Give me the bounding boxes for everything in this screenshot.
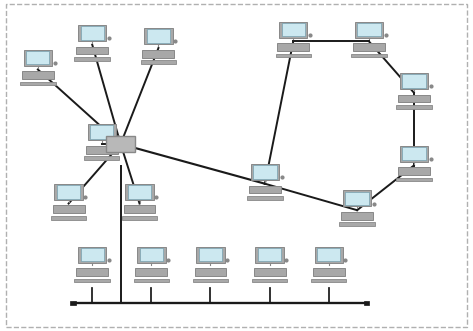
Bar [80, 26, 104, 40]
Bar [402, 147, 426, 161]
Bar [400, 73, 428, 89]
Bar [398, 167, 430, 175]
Bar [54, 184, 83, 200]
Bar [313, 268, 345, 276]
Bar [84, 156, 119, 160]
Bar [357, 23, 381, 36]
Bar [396, 105, 431, 109]
Bar [193, 279, 228, 282]
Bar [345, 192, 369, 205]
Bar [249, 186, 281, 193]
Bar [134, 279, 169, 282]
Bar [122, 216, 157, 219]
Bar [253, 165, 277, 179]
Bar [317, 248, 341, 261]
Bar [137, 247, 166, 263]
Bar [343, 190, 371, 207]
Bar [364, 301, 369, 305]
Bar [281, 23, 305, 36]
Bar [254, 268, 286, 276]
Bar [147, 29, 170, 43]
Bar [144, 28, 173, 44]
Bar [106, 136, 135, 152]
Bar [279, 22, 307, 38]
Bar [275, 54, 311, 57]
Bar [396, 178, 431, 181]
Bar [402, 74, 426, 88]
Bar [70, 301, 76, 305]
Bar [123, 206, 156, 213]
Bar [135, 268, 167, 276]
Bar [26, 51, 50, 65]
Bar [315, 247, 343, 263]
Bar [51, 216, 86, 219]
Bar [252, 279, 287, 282]
Bar [20, 82, 55, 85]
Bar [86, 146, 118, 154]
Bar [76, 268, 108, 276]
Bar [90, 125, 114, 139]
Bar [22, 71, 54, 79]
Bar [247, 196, 283, 200]
Bar [78, 247, 106, 263]
Bar [142, 50, 175, 58]
Bar [311, 279, 346, 282]
Bar [75, 57, 110, 61]
Bar [24, 50, 52, 66]
Bar [128, 185, 151, 199]
Bar [80, 248, 104, 261]
Bar [75, 279, 110, 282]
Bar [194, 268, 227, 276]
Bar [400, 146, 428, 162]
Bar [57, 185, 80, 199]
Bar [141, 60, 176, 64]
Bar [76, 47, 108, 54]
Bar [255, 247, 284, 263]
Bar [341, 212, 373, 220]
Bar [340, 222, 375, 226]
Bar [353, 43, 385, 51]
Bar [125, 184, 154, 200]
Bar [88, 124, 116, 140]
Bar [398, 95, 430, 102]
Bar [251, 164, 279, 180]
Bar [140, 248, 163, 261]
Bar [258, 248, 281, 261]
Bar [355, 22, 383, 38]
Bar [277, 43, 309, 51]
Bar [199, 248, 222, 261]
Bar [78, 25, 106, 41]
Bar [351, 54, 386, 57]
Bar [196, 247, 225, 263]
Bar [53, 206, 85, 213]
